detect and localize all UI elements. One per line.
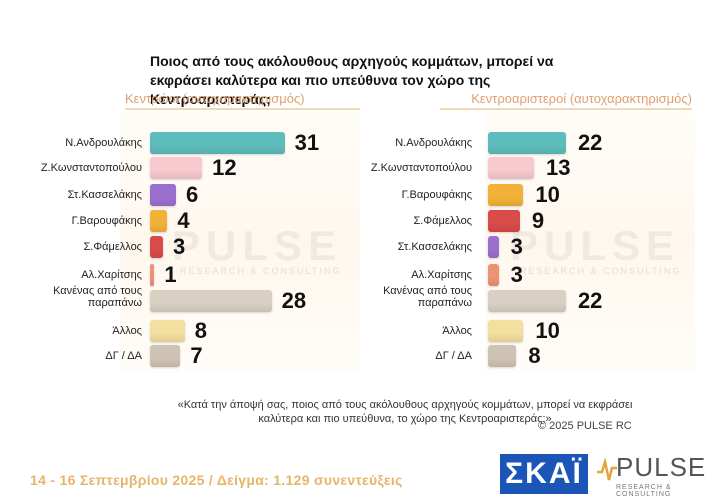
value-label: 9: [531, 208, 545, 233]
value-label: 10: [535, 182, 560, 207]
category-label: Αλ.Χαρίτσης: [411, 269, 472, 281]
pulse-logo: PULSE RESEARCH & CONSULTING: [596, 452, 707, 498]
watermark-right: PULSE: [510, 222, 681, 269]
value-label: 8: [194, 318, 207, 343]
category-label: Ν.Ανδρουλάκης: [395, 137, 472, 149]
copyright: © 2025 PULSE RC: [538, 420, 632, 432]
bar: [488, 184, 524, 206]
value-label: 8: [528, 343, 541, 368]
question-note: «Κατά την άποψή σας, ποιος από τους ακόλ…: [177, 399, 633, 425]
bar: [488, 210, 520, 232]
category-label: ΔΓ / ΔΑ: [105, 350, 142, 362]
bar: [488, 132, 566, 154]
value-label: 3: [510, 234, 523, 259]
value-label: 7: [190, 343, 203, 368]
pulse-logo-subtext: RESEARCH & CONSULTING: [616, 484, 672, 498]
value-label: 22: [577, 130, 603, 155]
category-label: Ζ.Κωνσταντοπούλου: [370, 162, 472, 174]
bar: [150, 184, 177, 206]
bar: [150, 345, 181, 367]
value-label: 4: [177, 208, 190, 233]
value-label: 1: [164, 262, 177, 287]
watermark-sub-left: RESEARCH & CONSULTING: [180, 266, 342, 276]
pulse-wave-icon: [597, 458, 617, 481]
bar: [488, 264, 499, 286]
bar: [150, 132, 285, 154]
category-label: Σ.Φάμελλος: [83, 241, 143, 253]
skai-logo: ΣΚΑΪ: [500, 454, 588, 494]
left-group-header: Κεντρώοι (αυτοχαρακτηρισμός): [125, 91, 360, 110]
category-label: Σ.Φάμελλος: [413, 215, 473, 227]
bar: [150, 210, 168, 232]
category-label: Στ.Κασσελάκης: [67, 189, 142, 201]
value-label: 31: [294, 130, 320, 155]
watermark-left: PULSE: [172, 222, 343, 269]
chart-title: Ποιος από τους ακόλουθους αρχηγούς κομμά…: [150, 53, 554, 107]
bar: [150, 157, 203, 179]
bar: [150, 264, 155, 286]
bar: [488, 290, 566, 312]
category-label: ΔΓ / ΔΑ: [435, 350, 472, 362]
bar: [488, 157, 535, 179]
right-group-header: Κεντροαριστεροί (αυτοχαρακτηρισμός): [440, 91, 692, 110]
value-label: 13: [546, 155, 571, 180]
category-label: Ν.Ανδρουλάκης: [65, 137, 142, 149]
value-label: 22: [577, 288, 603, 313]
category-label: Γ.Βαρουφάκης: [71, 215, 142, 227]
survey-footer: 14 - 16 Σεπτεμβρίου 2025 / Δείγμα: 1.129…: [30, 472, 403, 488]
bar: [150, 290, 272, 312]
category-label: Γ.Βαρουφάκης: [401, 189, 472, 201]
category-label: Κανένας από τους παραπάνω: [53, 285, 142, 309]
value-label: 10: [535, 318, 560, 343]
category-label: Κανένας από τους παραπάνω: [383, 285, 472, 309]
pulse-logo-text: PULSE: [616, 452, 707, 482]
category-label: Αλ.Χαρίτσης: [81, 269, 142, 281]
bar: [150, 236, 164, 258]
category-label: Στ.Κασσελάκης: [397, 241, 472, 253]
bar: [488, 320, 524, 342]
value-label: 12: [212, 155, 237, 180]
bar: [150, 320, 185, 342]
watermark-sub-right: RESEARCH & CONSULTING: [520, 266, 682, 276]
value-label: 3: [173, 234, 186, 259]
value-label: 28: [281, 288, 307, 313]
bar: [488, 345, 517, 367]
bar: [488, 236, 499, 258]
category-label: Άλλος: [442, 325, 472, 337]
category-label: Ζ.Κωνσταντοπούλου: [40, 162, 142, 174]
value-label: 3: [510, 262, 523, 287]
value-label: 6: [186, 182, 199, 207]
category-label: Άλλος: [112, 325, 142, 337]
